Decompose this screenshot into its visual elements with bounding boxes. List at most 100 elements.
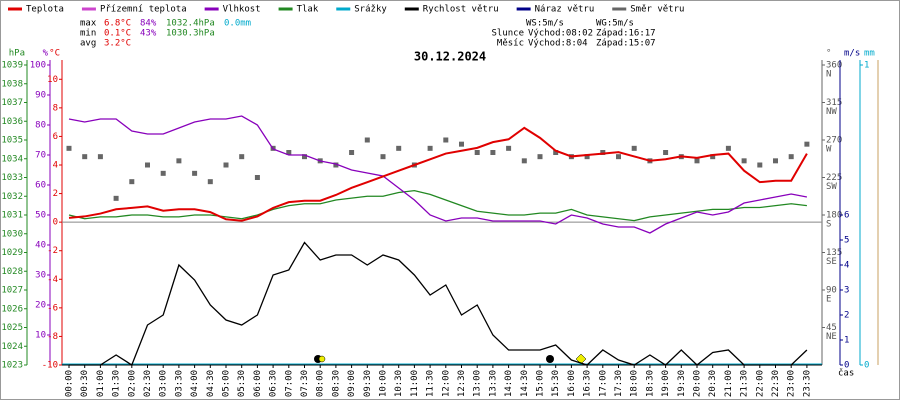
- direction-point: [333, 162, 339, 168]
- x-tick-label: 09:30: [363, 370, 373, 397]
- direction-point: [145, 162, 150, 168]
- series-line: [68, 189, 807, 222]
- y-tick-label: -6: [47, 303, 58, 313]
- y-tick-label: 1026: [1, 304, 23, 314]
- direction-point: [223, 162, 229, 168]
- direction-point: [694, 158, 700, 164]
- y-tick-label: 100: [30, 61, 46, 71]
- legend-label: Rychlost větru: [423, 5, 499, 15]
- x-tick-label: 16:30: [583, 370, 593, 397]
- direction-point: [192, 170, 198, 176]
- direction-point: [254, 175, 260, 180]
- y-tick-label: 1035: [1, 136, 23, 146]
- direction-point: [176, 158, 182, 164]
- direction-point: [113, 195, 119, 201]
- compass-label: E: [826, 295, 831, 305]
- x-tick-label: 04:30: [206, 370, 216, 397]
- x-tick-label: 21:30: [740, 370, 750, 397]
- x-tick-label: 15:30: [551, 370, 561, 397]
- stats-max: 84%: [140, 19, 157, 29]
- x-tick-label: 00:30: [80, 370, 90, 397]
- sunrise-icon: [318, 355, 326, 363]
- x-tick-label: 19:00: [661, 370, 671, 397]
- y-tick-label: 2: [844, 311, 849, 321]
- stats-max: 1032.4hPa: [166, 19, 215, 29]
- y-tick-label: 20: [35, 301, 46, 311]
- x-tick-label: 18:00: [630, 370, 640, 397]
- y-tick-label: 6: [53, 132, 58, 142]
- y-tick-label: 1031: [1, 211, 23, 221]
- y-tick-label: 4: [844, 261, 849, 271]
- moon-info: Měsíc: [497, 39, 524, 49]
- compass-label: S: [826, 220, 831, 230]
- y-tick-label: 180: [826, 211, 842, 221]
- y-tick-label: 1024: [1, 342, 23, 352]
- direction-point: [129, 179, 135, 185]
- x-tick-label: 07:00: [284, 370, 294, 397]
- x-tick-label: 12:00: [441, 370, 451, 397]
- y-tick-label: 10: [47, 75, 58, 85]
- direction-point: [725, 145, 731, 151]
- direction-point: [396, 145, 402, 151]
- x-tick-label: 07:30: [300, 370, 310, 397]
- x-tick-label: 01:00: [96, 370, 106, 397]
- y-tick-label: 70: [35, 151, 46, 161]
- x-tick-label: 16:00: [567, 370, 577, 397]
- direction-point: [773, 158, 778, 164]
- stats-min: 0.1°C: [104, 29, 131, 39]
- axis-unit: m/s: [844, 49, 860, 59]
- x-tick-label: 13:30: [488, 370, 498, 397]
- ws: WS:5m/s: [526, 19, 564, 29]
- y-tick-label: 1028: [1, 267, 23, 277]
- legend-label: Srážky: [354, 5, 387, 15]
- x-tick-label: 02:30: [143, 370, 153, 397]
- direction-point: [506, 145, 512, 151]
- y-tick-label: 1034: [1, 154, 23, 164]
- y-tick-label: 1027: [1, 286, 23, 296]
- y-tick-label: 1: [844, 336, 849, 346]
- legend-label: Náraz větru: [535, 5, 595, 15]
- x-tick-label: 13:00: [473, 370, 483, 397]
- y-tick-label: 135: [826, 248, 842, 258]
- x-tick-label: 03:30: [174, 370, 184, 397]
- direction-point: [616, 154, 621, 160]
- chart-title: 30.12.2024: [414, 50, 486, 64]
- direction-point: [459, 141, 464, 147]
- x-tick-label: 14:30: [520, 370, 530, 397]
- y-tick-label: 4: [53, 161, 58, 171]
- x-axis-label: čas: [838, 368, 854, 379]
- y-tick-label: 1023: [1, 361, 23, 371]
- series-line: [69, 241, 808, 366]
- y-tick-label: 8: [53, 103, 58, 113]
- x-tick-label: 10:30: [394, 370, 404, 397]
- direction-point: [600, 150, 606, 155]
- x-tick-label: 09:00: [347, 370, 357, 397]
- x-tick-label: 15:00: [536, 370, 546, 397]
- x-tick-label: 00:00: [65, 370, 75, 397]
- direction-point: [82, 154, 88, 160]
- x-tick-label: 12:30: [457, 370, 467, 397]
- x-tick-label: 02:00: [127, 370, 137, 397]
- direction-point: [302, 154, 307, 160]
- direction-point: [97, 154, 103, 160]
- direction-point: [474, 150, 480, 155]
- axis-unit: hPa: [9, 49, 25, 59]
- compass-label: NW: [826, 107, 837, 117]
- y-tick-label: 90: [826, 286, 837, 296]
- moon-info: Východ:8:04: [528, 39, 588, 49]
- y-tick-label: 45: [826, 323, 837, 333]
- x-tick-label: 23:00: [787, 370, 797, 397]
- x-tick-label: 20:30: [708, 370, 718, 397]
- axis-unit: %: [43, 49, 49, 59]
- direction-point: [757, 162, 763, 168]
- x-tick-label: 18:30: [645, 370, 655, 397]
- y-tick-label: -8: [47, 332, 58, 342]
- wg: WG:5m/s: [596, 19, 634, 29]
- series-line: [68, 115, 808, 234]
- direction-point: [207, 179, 213, 185]
- x-tick-label: 10:00: [379, 370, 389, 397]
- direction-point: [364, 137, 370, 143]
- x-tick-label: 06:00: [253, 370, 263, 397]
- y-tick-label: 1033: [1, 173, 23, 183]
